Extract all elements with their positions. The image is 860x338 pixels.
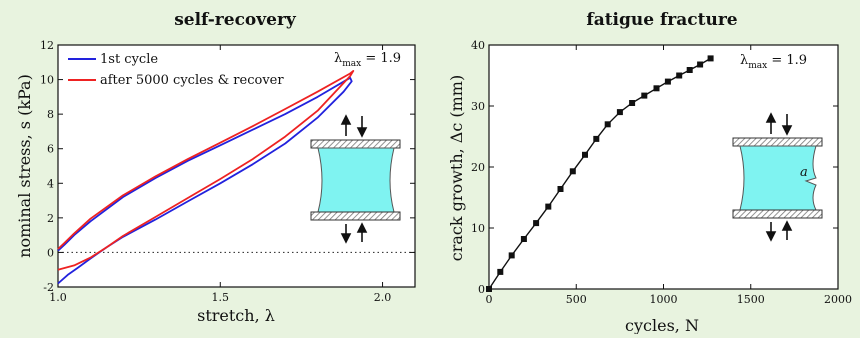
x-tick-label: 1.5 [212, 291, 230, 304]
gel-specimen [739, 145, 817, 211]
data-point-marker [653, 85, 660, 92]
data-point-marker [486, 286, 492, 292]
data-point-marker [616, 109, 623, 116]
specimen-diagram: a [732, 112, 823, 242]
bottom-clamp [732, 209, 823, 219]
data-point-marker [641, 92, 648, 99]
up-arrow-icon [765, 112, 777, 134]
annotation-value: = 1.9 [361, 51, 401, 66]
gel-specimen [317, 147, 395, 213]
y-tick-label: 40 [471, 39, 485, 52]
x-axis-label: stretch, λ [197, 306, 275, 325]
annotation-subscript: max [748, 61, 767, 71]
y-tick-label: 12 [40, 39, 54, 52]
chart-title: fatigue fracture [586, 10, 737, 30]
x-axis-label-text: cycles, N [625, 316, 699, 334]
up-arrow-icon [781, 220, 793, 240]
y-axis-label-text: crack growth, Δc (mm) [447, 75, 466, 261]
down-arrow-icon [340, 224, 352, 244]
x-tick-label: 1500 [737, 293, 765, 306]
annotation-value: = 1.9 [767, 53, 807, 68]
y-tick-label: 6 [47, 143, 54, 156]
y-axis-label: nominal stress, s (kPa) [15, 74, 34, 258]
annotation-symbol: λ [334, 51, 342, 66]
y-tick-label: 0 [47, 246, 54, 259]
up-arrow-icon [340, 114, 352, 136]
data-point-marker [664, 78, 671, 85]
y-tick-label: 20 [471, 161, 485, 174]
chart-title: self-recovery [174, 10, 297, 30]
data-point-marker [533, 220, 540, 227]
lambda-max-annotation: λmax = 1.9 [334, 51, 401, 69]
up-arrow-icon [356, 222, 368, 242]
y-tick-label: 2 [47, 212, 54, 225]
legend-label: after 5000 cycles & recover [100, 73, 284, 88]
data-point-marker [497, 268, 504, 275]
annotation-symbol: λ [740, 53, 748, 68]
data-point-marker [545, 203, 552, 210]
x-tick-label: 1000 [650, 293, 678, 306]
x-axis-label: cycles, N [625, 316, 699, 334]
legend-label: 1st cycle [100, 52, 158, 67]
fatigue-fracture-chart: fatigue fracture 0 500 1000 1500 2000 0 10 20 30… [447, 10, 852, 335]
x-tick-label: 1.0 [49, 291, 67, 304]
bottom-clamp [310, 211, 401, 221]
down-arrow-icon [765, 222, 777, 242]
down-arrow-icon [781, 114, 793, 136]
x-tick-label: 0 [486, 293, 493, 306]
data-point-marker [707, 55, 714, 62]
y-axis-label: crack growth, Δc (mm) [447, 75, 466, 261]
x-axis-label-text: stretch, λ [197, 306, 275, 325]
y-tick-label: 30 [471, 100, 485, 113]
top-clamp [310, 139, 401, 149]
annotation-subscript: max [342, 59, 361, 69]
x-tick-label: 2.0 [374, 291, 392, 304]
self-recovery-chart: self-recovery 1.0 1.5 2.0 -2 0 2 4 6 8 10 12 stret… [15, 10, 416, 325]
data-point-marker [557, 186, 564, 192]
legend: 1st cycle after 5000 cycles & recover [68, 52, 284, 88]
y-tick-label: 10 [471, 222, 485, 235]
data-point-marker [686, 67, 693, 73]
y-tick-label: 0 [478, 283, 485, 296]
x-tick-label: 500 [566, 293, 587, 306]
data-point-marker [604, 121, 611, 128]
down-arrow-icon [356, 116, 368, 138]
lambda-max-annotation: λmax = 1.9 [740, 53, 807, 71]
top-clamp [732, 137, 823, 147]
data-point-marker [676, 72, 683, 79]
data-point-marker [629, 100, 636, 106]
crack-label: a [800, 165, 808, 180]
specimen-diagram [310, 114, 401, 244]
data-point-marker [582, 151, 588, 158]
data-point-marker [520, 236, 527, 242]
data-point-marker [697, 61, 704, 68]
data-point-marker [508, 252, 515, 259]
y-tick-label: 8 [47, 108, 54, 121]
data-point-marker [569, 168, 576, 175]
series-line-after-recover [57, 70, 355, 271]
y-tick-label: -2 [43, 281, 54, 294]
y-axis-label-text: nominal stress, s (kPa) [15, 74, 34, 258]
y-tick-label: 10 [40, 74, 54, 87]
y-tick-label: 4 [47, 177, 54, 190]
x-tick-label: 2000 [824, 293, 852, 306]
data-point-marker [593, 135, 600, 142]
